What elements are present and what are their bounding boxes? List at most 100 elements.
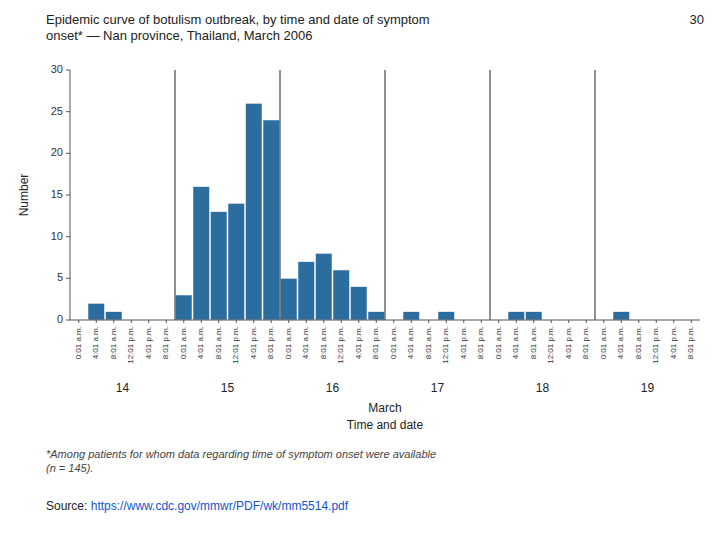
- x-tick: [446, 320, 447, 323]
- x-tick-label: 8:01 p.m.: [476, 326, 485, 359]
- x-tick: [253, 320, 254, 323]
- day-label: 15: [221, 381, 235, 395]
- x-tick-label: 4:01 a.m.: [616, 326, 625, 359]
- x-tick: [201, 320, 202, 323]
- x-tick: [376, 320, 377, 323]
- x-tick-label: 0:01 a.m.: [179, 326, 188, 359]
- x-tick-label: 4:01 a.m.: [511, 326, 520, 359]
- x-tick: [568, 320, 569, 323]
- x-tick: [96, 320, 97, 323]
- y-tick: [66, 320, 70, 321]
- x-tick: [621, 320, 622, 323]
- x-tick: [323, 320, 324, 323]
- x-tick-label: 4:01 p.m.: [249, 326, 258, 359]
- y-tick-label: 25: [51, 105, 63, 117]
- x-tick: [358, 320, 359, 323]
- x-tick-label: 12:01 p.m.: [546, 326, 555, 364]
- y-tick-label: 0: [57, 313, 63, 325]
- y-tick: [66, 195, 70, 196]
- source-url: https://www.cdc.gov/mmwr/PDF/wk/mm5514.p…: [91, 499, 349, 513]
- x-tick-label: 8:01 p.m.: [686, 326, 695, 359]
- x-tick-label: 12:01 p.m.: [126, 326, 135, 364]
- day-label: 19: [641, 381, 655, 395]
- x-tick: [271, 320, 272, 323]
- text-line: Epidemic curve of botulism outbreak, by …: [46, 12, 430, 27]
- y-tick-label: 10: [51, 230, 63, 242]
- bar: [176, 295, 193, 320]
- x-tick: [236, 320, 237, 323]
- bar: [106, 312, 123, 320]
- x-tick-label: 8:01 a.m.: [319, 326, 328, 359]
- day-boundary: [595, 70, 596, 320]
- day-boundary: [385, 70, 386, 320]
- bar: [316, 253, 333, 320]
- x-tick: [603, 320, 604, 323]
- text-line: onset* — Nan province, Thailand, March 2…: [46, 28, 312, 43]
- x-tick: [551, 320, 552, 323]
- x-tick-label: 4:01 a.m.: [301, 326, 310, 359]
- y-tick: [66, 236, 70, 237]
- source-prefix: Source:: [46, 499, 91, 513]
- x-tick-label: 0:01 a.m.: [74, 326, 83, 359]
- bar: [403, 312, 420, 320]
- x-tick-label: 8:01 p.m.: [266, 326, 275, 359]
- x-tick-label: 8:01 p.m.: [581, 326, 590, 359]
- x-tick: [393, 320, 394, 323]
- x-tick: [341, 320, 342, 323]
- x-tick-label: 4:01 p.m.: [354, 326, 363, 359]
- bar: [228, 203, 245, 320]
- bar: [508, 312, 525, 320]
- x-tick: [516, 320, 517, 323]
- source: Source: https://www.cdc.gov/mmwr/PDF/wk/…: [46, 499, 349, 513]
- x-tick: [463, 320, 464, 323]
- x-tick-label: 0:01 a.m.: [389, 326, 398, 359]
- x-tick: [428, 320, 429, 323]
- x-tick: [481, 320, 482, 323]
- bar: [368, 312, 385, 320]
- x-tick-label: 8:01 p.m.: [161, 326, 170, 359]
- x-tick-label: 4:01 a.m.: [406, 326, 415, 359]
- x-tick-label: 8:01 a.m.: [529, 326, 538, 359]
- page-number: 30: [690, 12, 704, 27]
- x-tick: [673, 320, 674, 323]
- day-boundary: [175, 70, 176, 320]
- day-boundary: [280, 70, 281, 320]
- x-tick: [131, 320, 132, 323]
- x-tick-label: 4:01 p.m.: [459, 326, 468, 359]
- bar: [88, 303, 105, 320]
- x-tick-label: 4:01 a.m.: [91, 326, 100, 359]
- bar: [438, 312, 455, 320]
- x-tick-label: 0:01 a.m.: [494, 326, 503, 359]
- day-label: 17: [431, 381, 445, 395]
- text-line: (n = 145).: [46, 462, 93, 474]
- x-tick-label: 4:01 p.m.: [669, 326, 678, 359]
- y-tick-label: 20: [51, 146, 63, 158]
- y-tick: [66, 70, 70, 71]
- x-tick: [533, 320, 534, 323]
- bar: [613, 312, 630, 320]
- title: Epidemic curve of botulism outbreak, by …: [46, 12, 430, 43]
- x-tick-label: 8:01 p.m.: [371, 326, 380, 359]
- bar: [351, 287, 368, 320]
- x-tick-label: 12:01 p.m.: [336, 326, 345, 364]
- x-tick-label: 0:01 a.m.: [599, 326, 608, 359]
- background: [0, 0, 720, 540]
- x-tick: [218, 320, 219, 323]
- bar: [211, 212, 228, 320]
- bar: [193, 187, 210, 320]
- x-tick: [411, 320, 412, 323]
- bars: [88, 103, 630, 320]
- bar: [298, 262, 315, 320]
- bar: [333, 270, 350, 320]
- x-tick-label: 8:01 a.m.: [214, 326, 223, 359]
- y-tick-label: 5: [57, 271, 63, 283]
- x-axis-label: Time and date: [347, 418, 424, 432]
- y-tick: [66, 111, 70, 112]
- x-tick-label: 0:01 a.m.: [284, 326, 293, 359]
- x-tick: [691, 320, 692, 323]
- x-tick-label: 4:01 a.m.: [196, 326, 205, 359]
- x-tick: [638, 320, 639, 323]
- footnote: *Among patients for whom data regarding …: [46, 448, 436, 474]
- day-label: 18: [536, 381, 550, 395]
- x-tick-label: 4:01 p.m.: [564, 326, 573, 359]
